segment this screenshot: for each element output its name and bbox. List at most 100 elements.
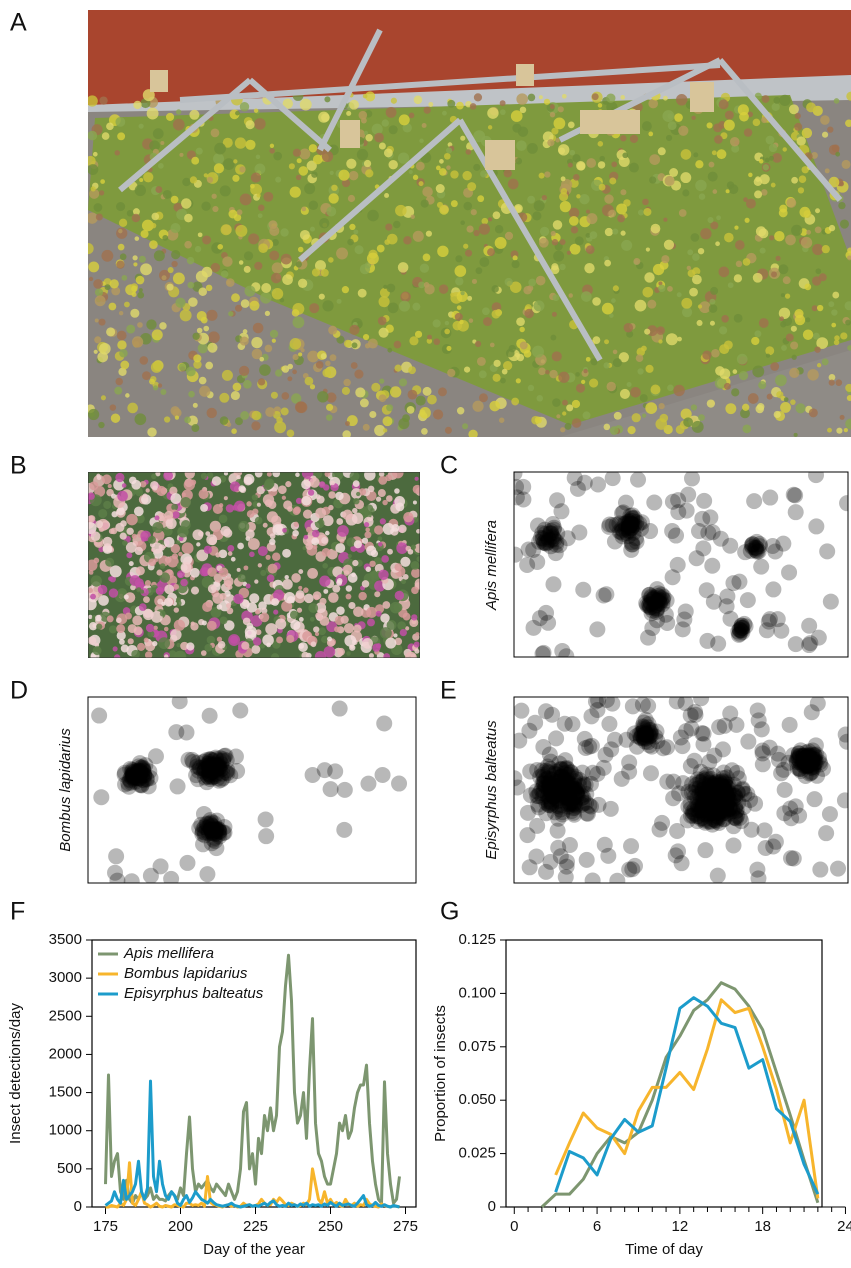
detection-dot — [204, 757, 221, 774]
texture — [127, 638, 134, 645]
texture — [414, 476, 419, 481]
texture — [690, 404, 698, 411]
detection-dot — [520, 541, 537, 558]
detection-dot — [714, 802, 731, 819]
detection-dot — [142, 769, 159, 786]
texture — [673, 384, 685, 397]
texture — [402, 414, 410, 423]
detection-dot — [727, 798, 744, 815]
texture — [98, 508, 108, 519]
texture — [718, 266, 730, 278]
texture — [181, 542, 194, 555]
texture — [251, 494, 258, 501]
detection-dot — [731, 573, 748, 590]
detection-dot — [731, 621, 748, 638]
texture — [256, 502, 261, 507]
texture — [235, 110, 240, 116]
detection-dot — [837, 726, 848, 743]
texture — [271, 262, 283, 274]
detection-dot — [640, 716, 657, 733]
detection-dot — [206, 829, 223, 846]
texture — [421, 428, 428, 435]
texture — [427, 334, 433, 340]
detection-dot — [531, 533, 548, 550]
texture — [727, 282, 734, 289]
panel-letter: G — [440, 898, 459, 926]
texture — [491, 309, 501, 319]
texture — [779, 316, 784, 322]
detection-dot — [720, 784, 737, 801]
detection-dot — [209, 756, 226, 773]
texture — [478, 223, 491, 235]
panel-frame — [513, 471, 849, 658]
detection-dot — [699, 632, 716, 649]
detection-dot — [568, 785, 585, 802]
texture — [230, 391, 240, 401]
detection-dot — [190, 762, 207, 779]
detection-dot — [795, 748, 812, 765]
detection-dot — [693, 697, 710, 707]
detection-dot — [179, 854, 196, 871]
texture — [383, 284, 388, 289]
legend-label: Apis mellifera — [123, 945, 214, 962]
detection-dot — [805, 751, 822, 768]
texture — [729, 137, 740, 147]
texture — [272, 524, 284, 536]
detection-dot — [214, 765, 231, 782]
detection-dot — [797, 747, 814, 764]
texture — [170, 223, 181, 234]
detection-dot — [213, 756, 230, 773]
detection-dot — [735, 799, 752, 816]
texture — [93, 349, 98, 354]
texture — [423, 282, 430, 288]
texture — [245, 139, 256, 150]
texture — [680, 172, 692, 184]
texture — [159, 322, 167, 330]
texture — [590, 358, 598, 366]
texture — [805, 317, 811, 323]
detection-dot — [799, 756, 816, 773]
texture — [145, 488, 150, 493]
detection-dot — [714, 777, 731, 794]
texture — [232, 382, 242, 392]
texture — [301, 495, 312, 506]
texture — [352, 480, 360, 488]
texture — [131, 336, 144, 348]
detection-dot — [642, 728, 659, 745]
detection-dot — [549, 778, 566, 795]
texture — [840, 332, 848, 340]
texture — [459, 319, 464, 325]
detection-dot — [726, 787, 743, 804]
detection-dot — [659, 739, 676, 756]
detection-dot — [711, 795, 728, 812]
texture — [252, 637, 262, 646]
detection-dot — [694, 781, 711, 798]
texture — [209, 520, 221, 532]
texture — [150, 481, 159, 490]
texture — [418, 281, 425, 289]
detection-dot — [699, 792, 716, 809]
texture — [814, 226, 822, 234]
detection-dot — [589, 765, 606, 782]
texture — [211, 476, 222, 486]
texture — [243, 473, 255, 485]
detection-dot — [560, 784, 577, 801]
texture — [96, 623, 103, 630]
texture — [341, 386, 350, 395]
texture — [751, 336, 760, 346]
series-line — [104, 1079, 400, 1209]
texture — [110, 527, 118, 535]
texture — [336, 578, 343, 584]
texture — [766, 393, 773, 400]
texture — [761, 95, 770, 103]
detection-dot — [712, 774, 729, 791]
detection-dot — [574, 764, 591, 781]
detection-dot — [702, 770, 719, 787]
texture — [345, 421, 350, 426]
texture — [604, 339, 610, 345]
texture — [306, 526, 313, 533]
detection-dot — [653, 586, 670, 603]
detection-dot — [706, 747, 723, 764]
texture — [478, 393, 488, 403]
texture — [220, 270, 229, 278]
